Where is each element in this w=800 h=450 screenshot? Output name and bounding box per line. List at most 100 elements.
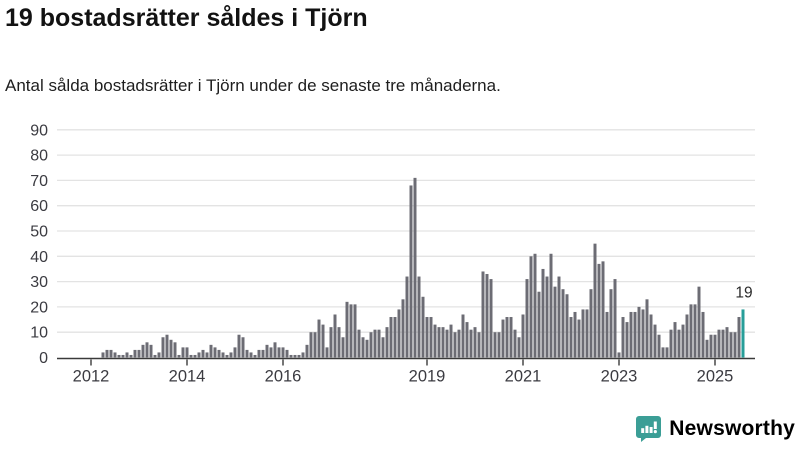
bar — [545, 276, 549, 358]
bar — [265, 344, 269, 358]
bar — [381, 337, 385, 358]
bar — [677, 329, 681, 358]
bar — [449, 324, 453, 358]
bar — [357, 329, 361, 358]
bar — [177, 354, 181, 358]
bar — [341, 337, 345, 358]
bar — [317, 319, 321, 358]
highlight-value-label: 19 — [735, 284, 752, 301]
bar — [469, 329, 473, 358]
bar — [457, 329, 461, 358]
bar — [713, 334, 717, 358]
bar — [333, 314, 337, 358]
x-tick-label: 2021 — [505, 368, 542, 386]
bar — [133, 349, 137, 358]
x-tick-label: 2025 — [697, 368, 734, 386]
bar — [453, 332, 457, 358]
bar — [389, 317, 393, 358]
bar-series — [101, 177, 745, 358]
bar — [281, 347, 285, 358]
y-tick-label: 90 — [30, 122, 48, 139]
bar — [693, 304, 697, 358]
bar — [493, 332, 497, 358]
bar — [517, 337, 521, 358]
bar — [549, 253, 553, 358]
y-tick-label: 70 — [30, 173, 48, 190]
bar — [141, 344, 145, 358]
bar — [705, 339, 709, 358]
page-title: 19 bostadsrätter såldes i Tjörn — [5, 4, 368, 32]
highlighted-bar — [741, 309, 745, 358]
bar — [413, 177, 417, 358]
bar — [329, 327, 333, 358]
bar — [669, 329, 673, 358]
bar — [621, 317, 625, 358]
bar — [689, 304, 693, 358]
bar — [261, 349, 265, 358]
bar — [109, 349, 113, 358]
bar — [337, 327, 341, 358]
bar — [369, 332, 373, 358]
bar — [149, 344, 153, 358]
bar — [377, 329, 381, 358]
y-tick-label: 20 — [30, 299, 48, 316]
bar — [637, 306, 641, 358]
y-axis-labels: 0 10 20 30 40 50 60 70 80 90 — [30, 122, 48, 367]
bar — [393, 317, 397, 358]
x-tick-label: 2019 — [409, 368, 446, 386]
bar — [429, 317, 433, 358]
bar — [445, 329, 449, 358]
bar — [397, 309, 401, 358]
chart-subtitle: Antal sålda bostadsrätter i Tjörn under … — [5, 76, 501, 95]
bar — [209, 344, 213, 358]
bar — [361, 337, 365, 358]
bar — [253, 354, 257, 358]
bar — [245, 349, 249, 358]
bar — [569, 317, 573, 358]
bar — [437, 327, 441, 358]
brand-name: Newsworthy — [669, 416, 795, 440]
bar — [249, 352, 253, 358]
bar — [709, 334, 713, 358]
x-tick-label: 2014 — [169, 368, 206, 386]
bar — [277, 347, 281, 358]
bar — [257, 349, 261, 358]
bar — [501, 319, 505, 358]
bar — [185, 347, 189, 358]
bar — [345, 301, 349, 358]
bar — [573, 311, 577, 358]
bar — [145, 342, 149, 358]
bar — [585, 309, 589, 358]
bar — [533, 253, 537, 358]
bar — [721, 329, 725, 358]
bar — [385, 327, 389, 358]
bar — [505, 317, 509, 358]
bar — [441, 327, 445, 358]
bar — [625, 322, 629, 358]
bar — [221, 352, 225, 358]
bar — [165, 334, 169, 358]
bar — [529, 256, 533, 358]
bar — [365, 339, 369, 358]
bar — [553, 286, 557, 358]
bar — [661, 347, 665, 358]
bar — [673, 322, 677, 358]
bar — [421, 296, 425, 358]
bar — [113, 352, 117, 358]
bar — [233, 347, 237, 358]
bar — [197, 352, 201, 358]
y-tick-label: 40 — [30, 249, 48, 266]
bar — [325, 347, 329, 358]
bar — [301, 352, 305, 358]
bar — [205, 352, 209, 358]
bar — [225, 354, 229, 358]
bar — [169, 339, 173, 358]
bar — [525, 279, 529, 358]
bar — [601, 261, 605, 358]
bar — [425, 317, 429, 358]
bar — [433, 324, 437, 358]
bar — [537, 291, 541, 358]
bar — [649, 314, 653, 358]
bar — [117, 354, 121, 358]
bar — [557, 276, 561, 358]
